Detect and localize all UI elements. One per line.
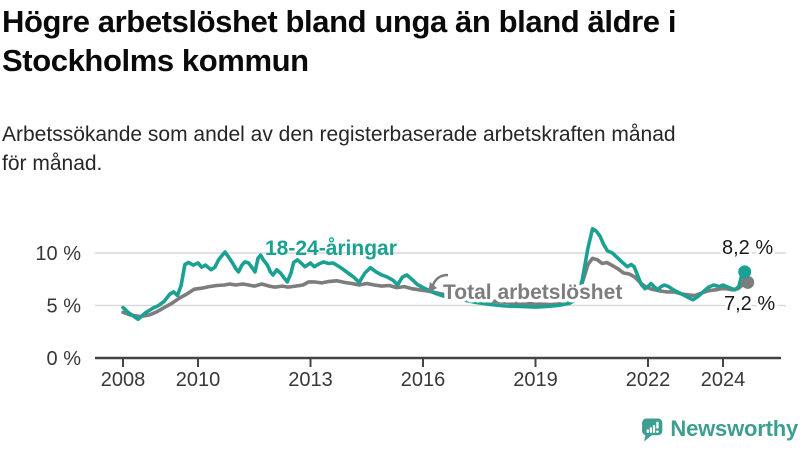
chart-area: 2008 2010 2013 2016 2019 2022 2024 0 % 5…: [0, 210, 800, 410]
total-label-arrow: [428, 273, 449, 293]
chart-subtitle: Arbetssökande som andel av den registerb…: [2, 120, 794, 178]
chart-subtitle-line-1: Arbetssökande som andel av den registerb…: [2, 123, 676, 146]
chart-title-line-1: Högre arbetslöshet bland unga än bland ä…: [2, 4, 677, 39]
end-label-total: 7,2 %: [724, 293, 775, 315]
x-axis-ticks: [122, 358, 724, 367]
series-label-total: Total arbetslöshet: [443, 281, 622, 304]
y-tick-label: 5 %: [47, 296, 82, 318]
x-tick-label: 2022: [626, 369, 671, 391]
x-tick-label: 2010: [176, 369, 221, 391]
chart-title-line-2: Stockholms kommun: [2, 43, 309, 78]
x-tick-label: 2024: [701, 369, 746, 391]
x-tick-labels: 2008 2010 2013 2016 2019 2022 2024: [101, 369, 746, 391]
series-line-youth: [121, 226, 747, 321]
series-label-youth: 18-24-åringar: [265, 237, 397, 260]
gridlines: [95, 252, 786, 307]
x-tick-label: 2019: [513, 369, 558, 391]
end-label-youth: 8,2 %: [722, 237, 773, 259]
unemployment-line-chart: 2008 2010 2013 2016 2019 2022 2024 0 % 5…: [35, 226, 786, 391]
series-dot-total: [741, 275, 755, 289]
y-tick-labels: 0 % 5 % 10 %: [35, 243, 81, 370]
x-tick-label: 2016: [401, 369, 446, 391]
y-tick-label: 0 %: [47, 348, 82, 370]
page-header: Högre arbetslöshet bland unga än bland ä…: [2, 2, 794, 178]
x-tick-label: 2008: [101, 369, 146, 391]
newsworthy-logo[interactable]: Newsworthy: [640, 410, 798, 448]
chart-title: Högre arbetslöshet bland unga än bland ä…: [2, 2, 794, 80]
x-tick-label: 2013: [288, 369, 333, 391]
series-line-total: [121, 256, 747, 319]
newsworthy-icon: [642, 418, 663, 442]
chart-subtitle-line-2: för månad.: [2, 152, 103, 175]
y-tick-label: 10 %: [35, 243, 81, 265]
series-dot-youth: [738, 265, 752, 279]
newsworthy-wordmark: Newsworthy: [670, 416, 798, 441]
